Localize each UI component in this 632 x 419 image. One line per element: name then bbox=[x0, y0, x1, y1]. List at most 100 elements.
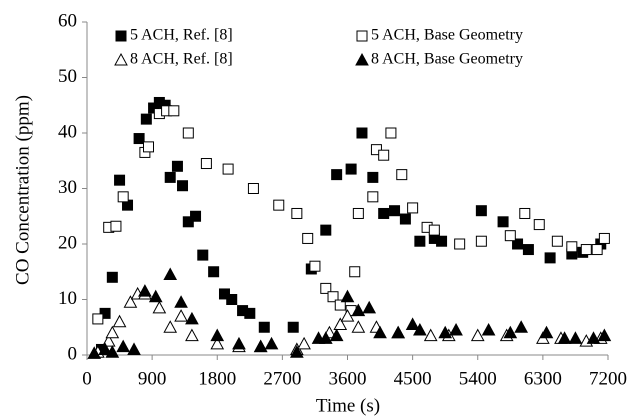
point bbox=[185, 328, 199, 342]
point bbox=[87, 346, 102, 359]
point bbox=[580, 244, 592, 256]
point bbox=[117, 191, 129, 203]
point bbox=[297, 336, 311, 350]
point bbox=[114, 174, 126, 186]
point bbox=[522, 244, 534, 256]
point bbox=[503, 325, 518, 339]
x-tick-label: 1800 bbox=[198, 368, 236, 389]
point bbox=[327, 291, 339, 303]
legend-marker bbox=[355, 52, 369, 66]
point bbox=[391, 325, 405, 339]
point bbox=[197, 249, 209, 261]
point bbox=[163, 267, 178, 281]
point bbox=[428, 224, 440, 236]
x-tick-label: 900 bbox=[138, 368, 167, 389]
point bbox=[171, 160, 183, 172]
point bbox=[253, 339, 268, 353]
point bbox=[470, 328, 485, 342]
point bbox=[449, 322, 463, 336]
point bbox=[101, 334, 116, 347]
point bbox=[258, 321, 270, 333]
point bbox=[110, 220, 122, 232]
point bbox=[318, 331, 333, 344]
point bbox=[367, 191, 379, 203]
point bbox=[210, 336, 225, 350]
point bbox=[370, 144, 382, 156]
point bbox=[177, 180, 189, 192]
point bbox=[168, 105, 180, 117]
point bbox=[222, 163, 234, 175]
point bbox=[290, 345, 304, 358]
point bbox=[497, 216, 509, 228]
point bbox=[598, 232, 610, 244]
point bbox=[333, 317, 348, 330]
point bbox=[105, 325, 120, 339]
y-tick-label: 60 bbox=[58, 10, 77, 31]
point bbox=[287, 321, 299, 333]
point bbox=[423, 328, 438, 342]
point bbox=[413, 322, 427, 336]
point bbox=[226, 294, 238, 305]
point bbox=[351, 320, 366, 333]
x-tick-label: 2700 bbox=[263, 368, 301, 389]
point bbox=[273, 199, 285, 211]
point bbox=[309, 260, 321, 272]
point bbox=[454, 238, 466, 250]
point bbox=[140, 113, 152, 125]
point bbox=[597, 328, 612, 342]
point bbox=[539, 325, 554, 339]
point bbox=[127, 342, 141, 355]
point bbox=[378, 207, 390, 219]
point bbox=[349, 266, 361, 278]
point bbox=[475, 235, 487, 247]
point bbox=[334, 299, 346, 311]
point bbox=[407, 202, 419, 214]
x-tick-label: 6300 bbox=[524, 368, 562, 389]
point bbox=[568, 331, 583, 344]
point bbox=[148, 102, 160, 114]
point bbox=[112, 314, 127, 328]
point bbox=[475, 205, 487, 217]
point bbox=[106, 271, 118, 283]
point bbox=[98, 342, 112, 355]
y-tick-label: 30 bbox=[58, 177, 77, 198]
x-tick-label: 0 bbox=[82, 368, 92, 389]
point bbox=[340, 289, 355, 303]
point bbox=[174, 309, 188, 322]
point bbox=[302, 232, 314, 244]
point bbox=[399, 213, 411, 225]
point bbox=[481, 322, 496, 336]
point bbox=[164, 171, 176, 183]
point bbox=[133, 133, 145, 145]
legend-label: 5 ACH, Base Geometry bbox=[371, 27, 523, 44]
point bbox=[210, 328, 225, 342]
point bbox=[148, 289, 163, 303]
point bbox=[232, 336, 246, 350]
point bbox=[586, 331, 601, 344]
point bbox=[264, 336, 279, 350]
point bbox=[438, 325, 453, 339]
y-tick-label: 50 bbox=[58, 66, 77, 87]
point bbox=[92, 313, 104, 325]
point bbox=[143, 141, 155, 153]
point bbox=[218, 288, 230, 300]
legend-label: 8 ACH, Base Geometry bbox=[371, 51, 523, 68]
point bbox=[385, 127, 397, 139]
point bbox=[356, 127, 368, 139]
point bbox=[116, 339, 131, 353]
point bbox=[329, 328, 344, 342]
point bbox=[320, 282, 332, 294]
point bbox=[200, 158, 212, 170]
legend-marker bbox=[356, 30, 368, 42]
legend-label: 8 ACH, Ref. [8] bbox=[130, 51, 233, 68]
point bbox=[512, 238, 524, 250]
y-tick-label: 10 bbox=[58, 288, 77, 309]
point bbox=[544, 252, 556, 264]
point bbox=[331, 169, 343, 181]
y-tick-label: 0 bbox=[68, 343, 78, 364]
point bbox=[138, 284, 152, 297]
point bbox=[340, 309, 355, 322]
x-tick-label: 5400 bbox=[459, 368, 497, 389]
point bbox=[551, 235, 563, 247]
